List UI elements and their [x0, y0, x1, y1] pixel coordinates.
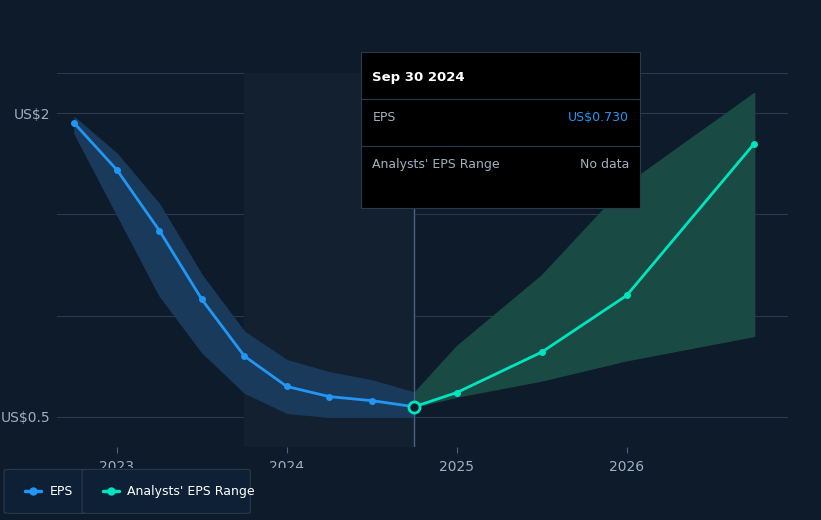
Text: Analysts' EPS Range: Analysts' EPS Range — [373, 158, 500, 171]
Text: Actual: Actual — [362, 84, 406, 98]
Bar — [245, 73, 415, 447]
FancyBboxPatch shape — [4, 470, 90, 513]
Text: Analysts Forecasts: Analysts Forecasts — [423, 84, 552, 98]
Text: US$0.730: US$0.730 — [568, 111, 629, 124]
Text: EPS: EPS — [49, 485, 72, 498]
Text: Analysts' EPS Range: Analysts' EPS Range — [127, 485, 255, 498]
Text: Sep 30 2024: Sep 30 2024 — [373, 71, 465, 84]
FancyBboxPatch shape — [82, 470, 250, 513]
Text: EPS: EPS — [373, 111, 396, 124]
Text: No data: No data — [580, 158, 629, 171]
